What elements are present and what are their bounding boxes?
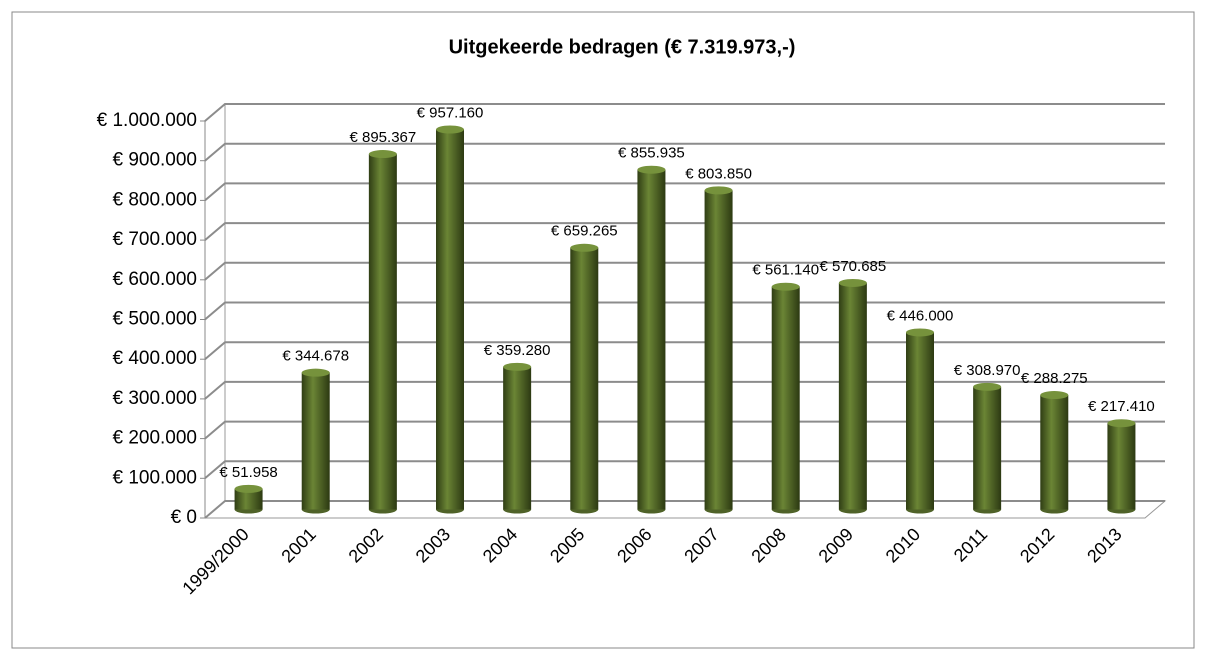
y-tick-label: € 400.000 [112,348,197,369]
bar-top [234,484,263,493]
bar [570,243,599,514]
value-label: € 803.850 [685,165,752,182]
value-label: € 659.265 [551,223,618,240]
bar-body [637,169,666,510]
bar-body [1040,395,1069,510]
y-tick-label: € 100.000 [112,467,197,488]
bar-top [301,368,330,377]
bar-body [436,129,464,510]
y-tick-label: € 900.000 [112,150,197,171]
bar-top [771,282,800,291]
bar-top [838,278,867,287]
value-label: € 344.678 [282,348,349,365]
bar-body [301,372,330,510]
y-tick-label: € 600.000 [112,269,197,290]
bar-body [570,247,599,510]
bar-top [436,125,464,134]
y-tick-label: € 1.000.000 [97,110,197,131]
bar [1107,419,1136,514]
bar [838,278,867,514]
bar-top [503,362,532,371]
y-tick-label: € 200.000 [112,428,197,449]
bar [503,362,532,514]
bar-body [906,332,934,510]
bar-top [973,382,1002,391]
value-label: € 855.935 [618,145,685,162]
value-label: € 957.160 [417,104,484,121]
grid-line [204,261,1165,281]
value-label: € 570.685 [819,258,886,275]
bar-top [637,165,666,174]
y-tick-label: € 500.000 [112,309,197,330]
bar [301,368,330,514]
chart-title: Uitgekeerde bedragen (€ 7.319.973,-) [449,36,796,58]
bar-body [973,386,1002,510]
grid-line [204,142,1165,162]
grid-line [204,222,1165,241]
bar [906,328,934,514]
y-tick-label: € 700.000 [112,229,197,250]
value-label: € 288.275 [1021,370,1088,387]
value-label: € 217.410 [1088,398,1155,415]
bar-top [906,328,934,337]
bar-top [570,243,599,252]
bar-top [1040,391,1069,400]
bar-body [1107,423,1136,510]
bar-body [368,154,397,510]
bar-body [838,282,867,510]
bar [704,186,733,514]
value-label: € 51.958 [219,464,277,481]
value-label: € 308.970 [954,362,1021,379]
bar-body [234,488,263,510]
bar [1040,391,1069,514]
bar [637,165,666,514]
value-label: € 359.280 [484,342,551,359]
value-label: € 895.367 [349,129,416,146]
bar-body [704,190,733,510]
bar [234,484,263,514]
bar [771,282,800,514]
bar-top [704,186,733,195]
y-tick-label: € 800.000 [112,189,197,210]
bar [973,382,1002,514]
bar [368,150,397,514]
grid-line [204,103,1165,122]
value-label: € 561.140 [752,262,819,279]
bar [436,125,464,514]
bar-top [368,150,397,159]
bar-body [771,286,800,510]
bar-body [503,366,532,510]
y-tick-label: € 0 [171,507,197,528]
bar-top [1107,419,1136,428]
grid-line [204,182,1165,202]
y-tick-label: € 300.000 [112,388,197,409]
value-label: € 446.000 [887,307,954,324]
